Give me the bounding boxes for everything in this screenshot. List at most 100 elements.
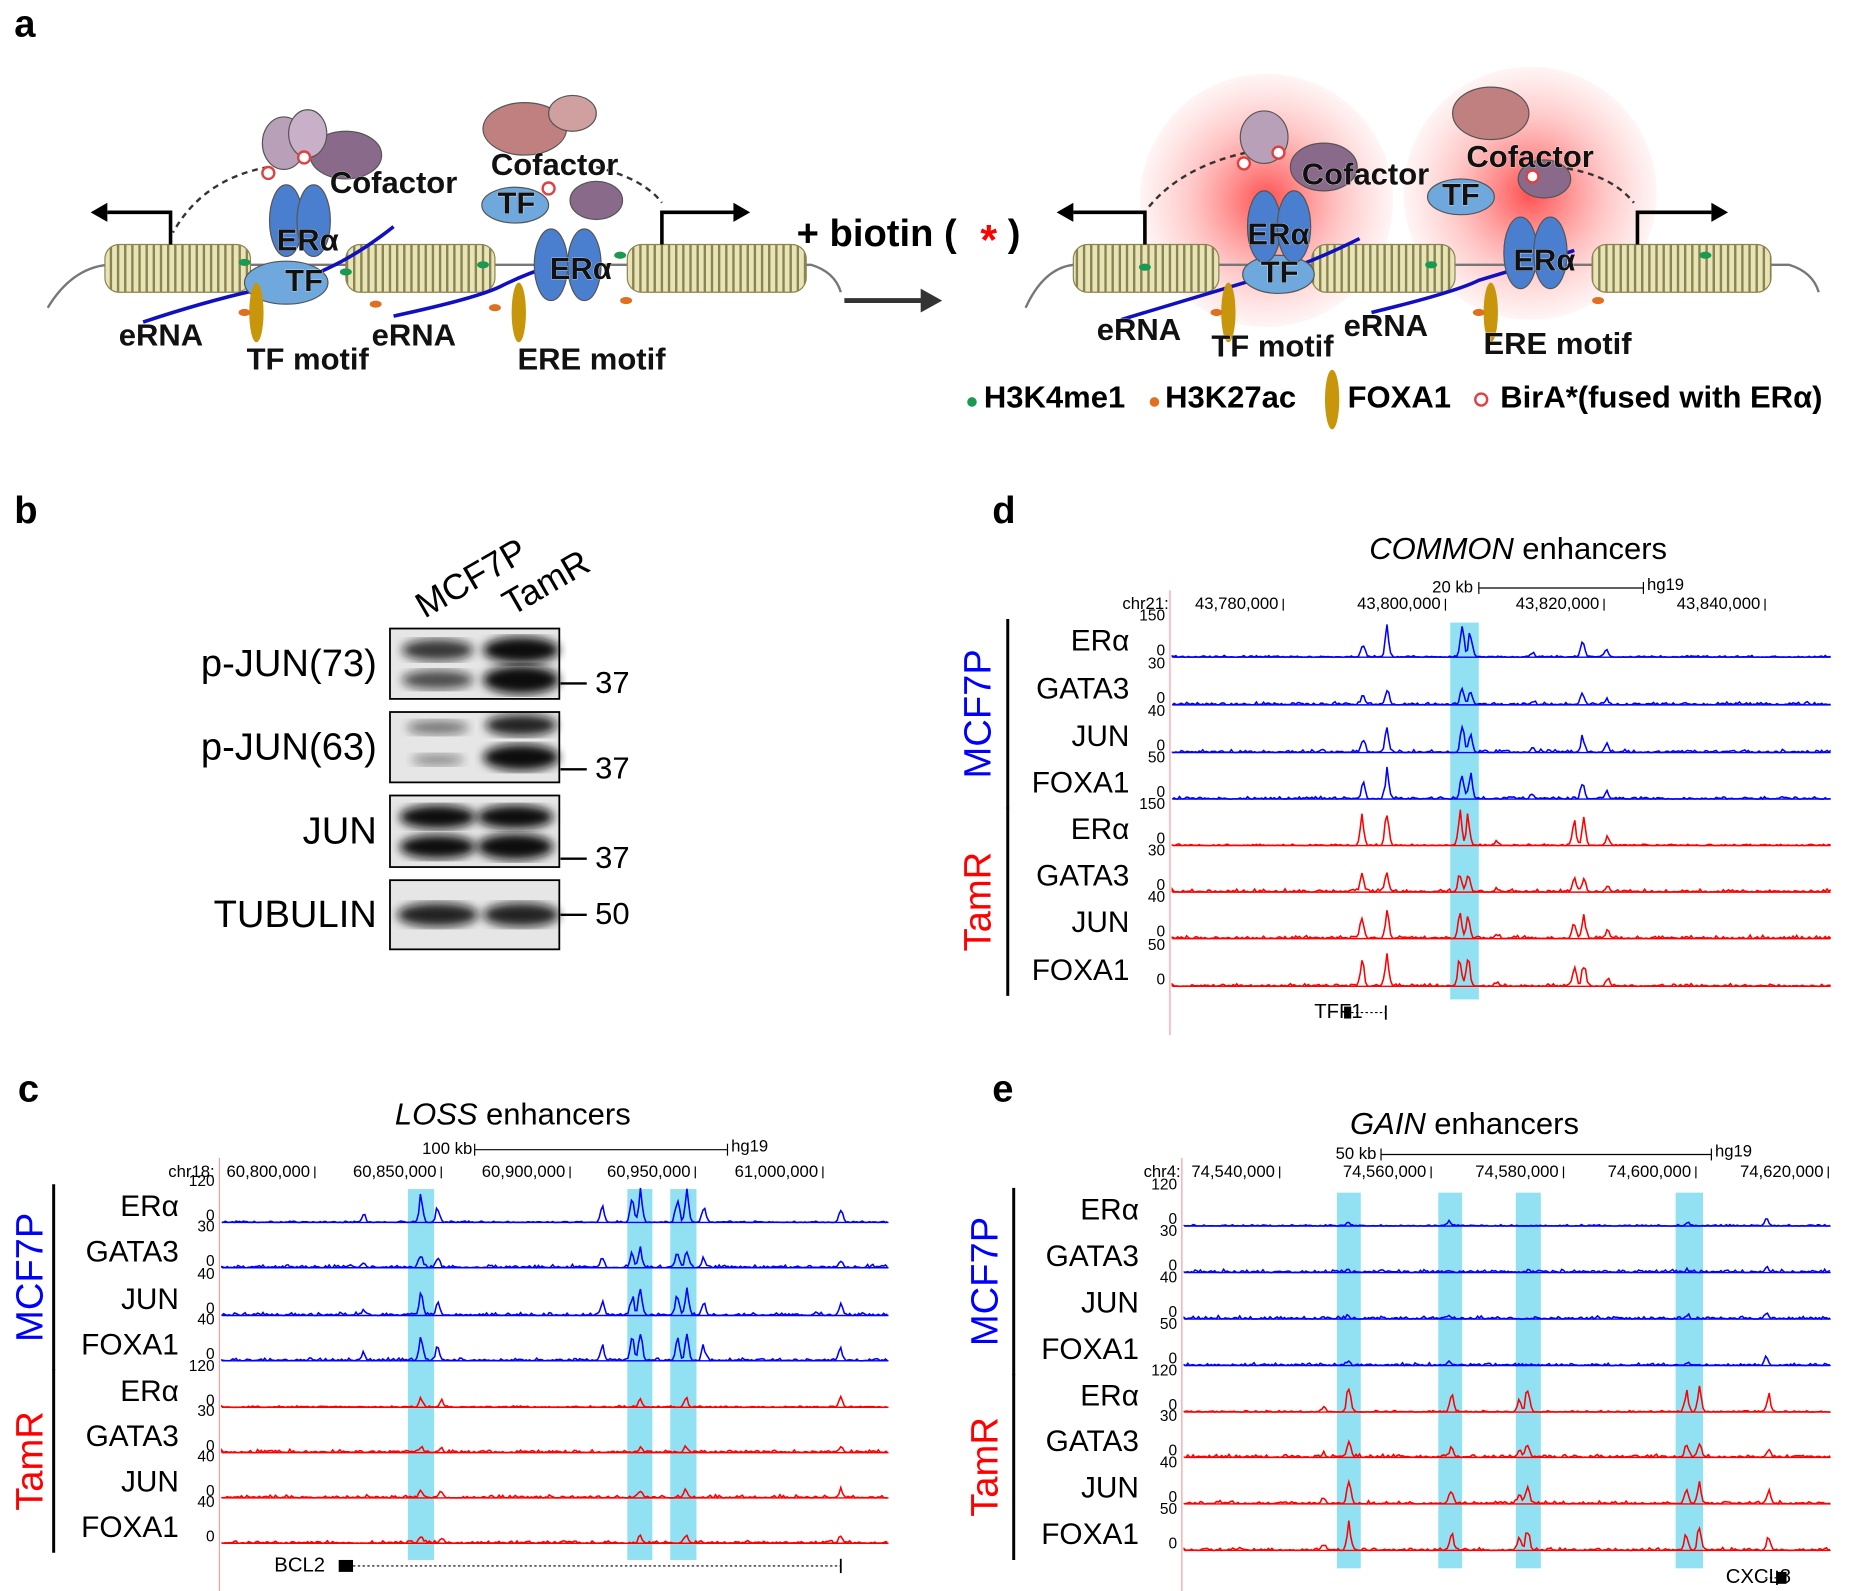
protein: [1276, 190, 1312, 264]
track-min: 0: [206, 1346, 215, 1363]
track-label: ERα: [1080, 1194, 1139, 1227]
protein: [548, 94, 597, 132]
arrow-head: [733, 202, 751, 222]
diagram-label: ERE motif: [517, 342, 666, 377]
track-max: 30: [1148, 843, 1166, 860]
track-label: FOXA1: [1032, 954, 1130, 987]
position-label: 74,600,000: [1608, 1162, 1692, 1181]
position-label: 61,000,000: [735, 1162, 819, 1181]
protein: [481, 186, 550, 224]
track-min: 0: [1168, 1443, 1177, 1460]
track-label: JUN: [1071, 720, 1129, 753]
signal-track: [221, 1484, 888, 1500]
track-min: 0: [1157, 738, 1166, 755]
scale-label: 20 kb: [1432, 577, 1473, 596]
blot-band: [483, 636, 560, 664]
highlight: [1675, 1192, 1704, 1569]
track-label: GATA3: [86, 1420, 179, 1453]
blot-band: [397, 902, 479, 927]
legend-label: FOXA1: [1348, 380, 1451, 415]
track-max: 40: [197, 1494, 215, 1511]
gene-label: BCL2: [274, 1554, 325, 1576]
track-max: 40: [1160, 1454, 1178, 1471]
highlight: [1515, 1192, 1541, 1569]
h3k4me1: [477, 261, 489, 269]
track-min: 0: [1157, 642, 1166, 659]
bira: [1271, 145, 1286, 160]
h3k27ac: [238, 308, 251, 317]
h3k27ac: [488, 304, 501, 312]
foxa1: [511, 282, 526, 343]
row-label: JUN: [303, 810, 377, 853]
track-min: 0: [206, 1208, 215, 1225]
gene-exon: [1344, 1006, 1352, 1019]
chrom-label: chr18:: [168, 1162, 214, 1181]
blot-band: [483, 744, 560, 771]
arrow-head: [90, 202, 108, 222]
protein: [1242, 254, 1315, 295]
browser-title: GAIN enhancers: [1350, 1106, 1579, 1141]
position-label: 74,560,000: [1343, 1162, 1427, 1181]
track-min: 0: [206, 1438, 215, 1455]
diagram-label: TF: [1261, 255, 1299, 290]
diagram-label: TF: [1442, 177, 1480, 212]
track-max: 40: [197, 1311, 215, 1328]
protein: [1426, 178, 1495, 216]
position-label: 60,950,000: [607, 1162, 691, 1181]
reaction-arrow: [844, 288, 943, 313]
blot-band: [411, 753, 464, 766]
diagram-label: eRNA: [1097, 312, 1181, 347]
protein: [1451, 86, 1530, 141]
track-max: 40: [1148, 703, 1166, 720]
track-label: ERα: [1071, 625, 1130, 658]
legend-symbol: [1474, 392, 1489, 407]
track-label: JUN: [1071, 906, 1129, 939]
diagram-label: ERα: [550, 251, 612, 286]
diagram-label: ERα: [277, 222, 339, 257]
h3k27ac: [369, 300, 382, 308]
foxa1: [1483, 282, 1498, 343]
track-min: 0: [1157, 971, 1166, 988]
panel-label: d: [992, 489, 1015, 532]
loop: [171, 165, 269, 234]
title-rest: enhancers: [1434, 1106, 1579, 1141]
legend-label: BirA*(fused with ERα): [1500, 380, 1822, 415]
track-min: 0: [1168, 1258, 1177, 1275]
title-italic: GAIN: [1350, 1106, 1426, 1141]
reaction-label: + biotin (: [797, 212, 957, 255]
track-label: GATA3: [1036, 860, 1129, 893]
position-label: 43,820,000: [1516, 594, 1600, 613]
highlight: [670, 1189, 697, 1560]
h3k4me1: [1425, 261, 1438, 269]
signal-track: [1183, 1439, 1831, 1459]
protein: [1517, 159, 1572, 199]
track-max: 50: [1148, 750, 1166, 767]
track-min: 0: [206, 1301, 215, 1318]
genome-label: hg19: [1647, 575, 1684, 594]
reaction-star: *: [980, 217, 997, 265]
track-label: JUN: [121, 1283, 179, 1316]
group-label: TamR: [956, 852, 999, 952]
arrow-head: [1056, 202, 1074, 222]
track-min: 0: [1168, 1211, 1177, 1228]
signal-track: [1183, 1520, 1831, 1552]
track-max: 30: [1148, 655, 1166, 672]
track-label: FOXA1: [1041, 1333, 1139, 1366]
foxa1: [249, 282, 264, 343]
diagram-label: TF: [285, 263, 323, 298]
blot-band: [483, 902, 560, 927]
highlight: [1438, 1192, 1463, 1569]
track-max: 50: [1160, 1501, 1178, 1518]
tss-arrow: [1635, 210, 1712, 245]
blot-band: [483, 665, 560, 695]
row-label: p-JUN(63): [201, 726, 377, 769]
bira: [296, 150, 312, 165]
panel-label: a: [14, 2, 36, 45]
diagram-label: eRNA: [119, 318, 203, 353]
title-rest: enhancers: [486, 1096, 631, 1131]
nucleosome: [626, 243, 807, 293]
track-max: 30: [197, 1403, 215, 1420]
blot-band: [406, 720, 469, 735]
title-italic: LOSS: [395, 1096, 478, 1131]
